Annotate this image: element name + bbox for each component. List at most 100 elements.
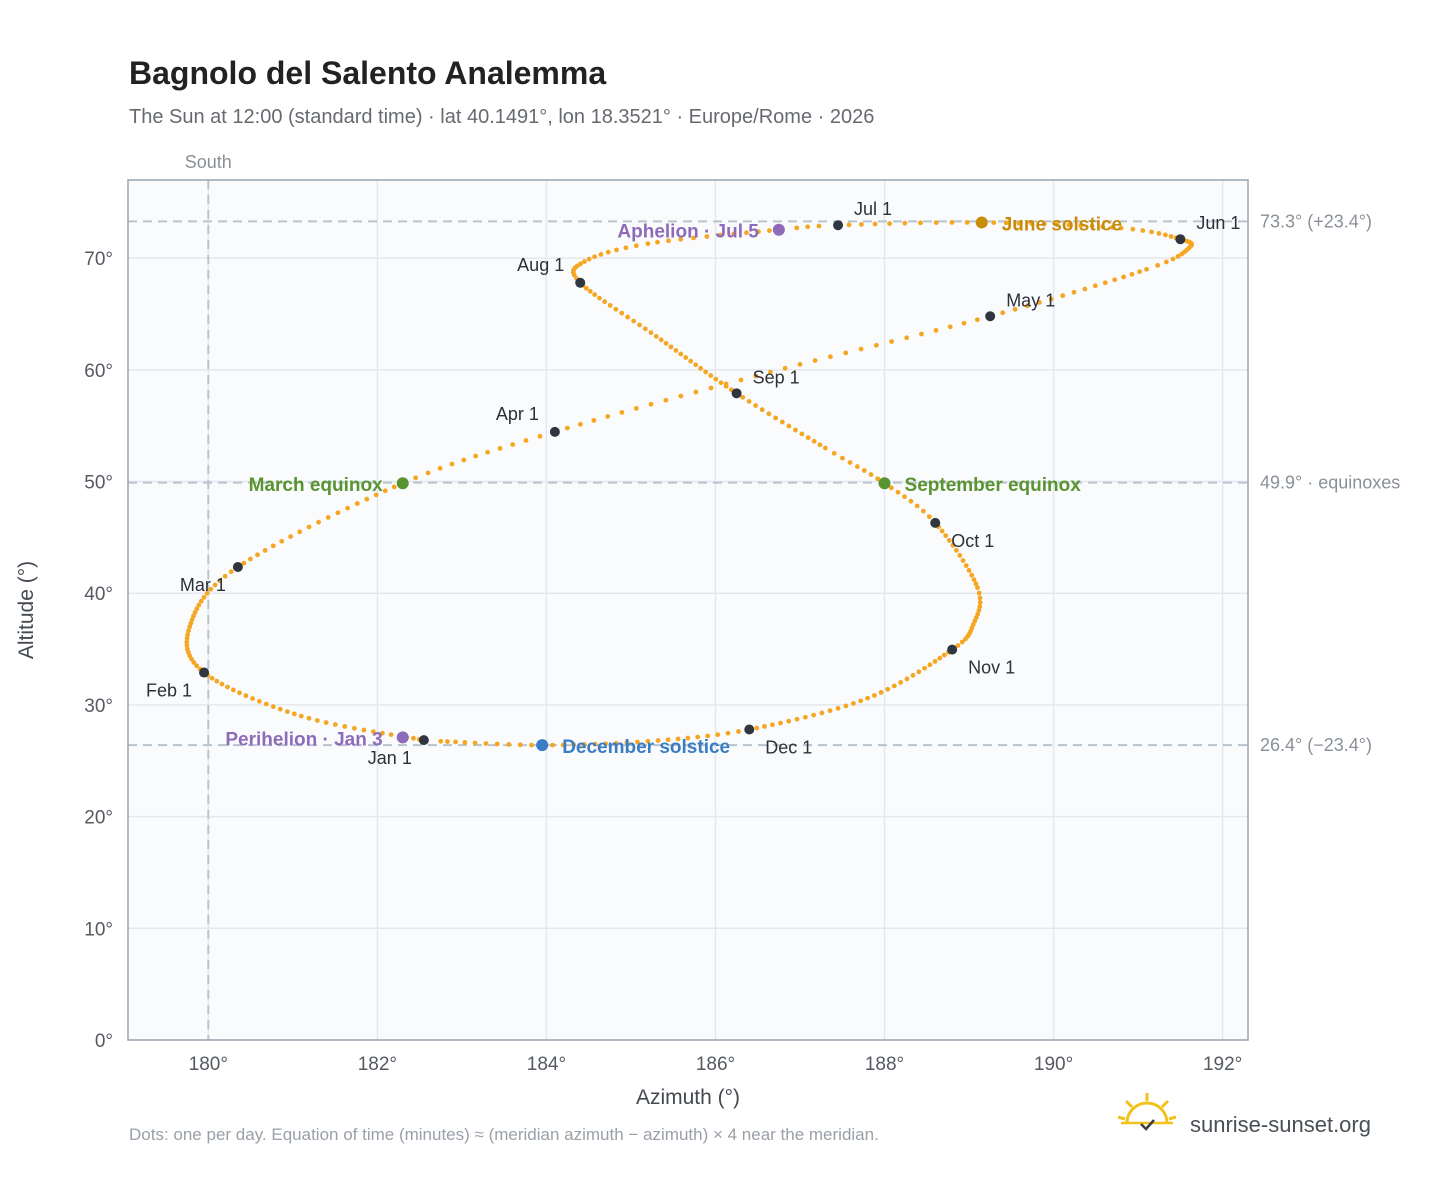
day-dot [793,427,798,433]
day-dot [413,475,419,481]
day-dot [196,602,202,608]
day-dot [517,742,523,748]
day-dot [370,729,376,735]
chart-subtitle: The Sun at 12:00 (standard time) · lat 4… [129,106,874,128]
day-dot [191,660,197,665]
day-dot [438,738,444,744]
day-dot [946,537,952,543]
day-dot [642,326,648,332]
day-dot [918,220,923,226]
event-label: September equinox [905,475,1082,496]
day-dot [854,464,860,469]
day-dot [219,681,225,687]
day-dot [865,695,871,701]
day-dot [843,703,849,709]
day-dot [835,705,841,711]
day-dot [819,710,825,716]
day-dot [922,665,927,671]
day-dot [908,498,914,504]
axis-ticks: 180° 182° 184° 186° 188° 190° 192° 0° 10° 20° 30° 4… [84,249,1242,1075]
day-dot [1102,280,1108,286]
day-dot [868,472,874,477]
day-dot [655,239,660,245]
day-dot [228,569,234,575]
event-marker [878,477,891,490]
day-dot [754,725,760,731]
day-dot [255,552,260,558]
day-dot [297,529,303,535]
day-dot [786,718,792,724]
day-dot [779,419,785,425]
day-dot [1054,221,1060,227]
day-dot [537,433,543,439]
day-dot [811,712,817,718]
day-dot [653,333,659,339]
month-label: May 1 [1006,290,1055,310]
day-dot [773,415,779,421]
day-dot [1000,310,1006,316]
x-tick-label: 182° [358,1054,397,1075]
month-marker [1175,234,1186,245]
day-dot [678,351,684,357]
day-dot [523,438,529,443]
event-marker [772,223,785,236]
day-dot [858,698,864,704]
day-dot [704,234,710,239]
day-dot [462,740,468,745]
day-dot [247,556,253,562]
month-markers: Jan 1 Feb 1 Mar 1 Apr 1 May 1 Jun 1 Jul 1 Aug 1… [146,199,1240,768]
day-dot [185,632,191,637]
day-dot [698,365,704,371]
day-dot [184,635,190,641]
day-dot [927,662,933,668]
day-dot [673,348,679,353]
day-dot [591,417,597,423]
day-dot [335,510,341,516]
day-dot [323,720,329,725]
day-dot [571,272,577,278]
day-dot [425,470,431,476]
day-dot [859,222,864,227]
day-dot [963,563,969,568]
month-marker [549,426,560,437]
day-dot [861,468,867,473]
day-dot [578,421,583,427]
event-label: March equinox [249,475,384,496]
day-dot [624,740,630,746]
day-dot [666,238,671,244]
day-dot [204,590,210,596]
month-marker [418,735,429,746]
day-dot [950,542,956,548]
month-label: Feb 1 [146,681,192,701]
day-dot [1003,220,1009,226]
day-dot [973,581,979,587]
day-dot [351,725,357,731]
day-dot [778,720,783,726]
day-dot [592,254,597,260]
day-dot [966,568,972,573]
footnote: Dots: one per day. Equation of time (min… [129,1125,879,1144]
day-dot [194,606,200,612]
day-dot [184,643,190,648]
day-dot [960,558,966,563]
event-label: Perihelion · Jan 3 [225,729,382,750]
day-dot [1156,231,1162,236]
day-dot [904,335,910,341]
day-dot [411,735,416,741]
day-dot [663,397,669,403]
month-label: Jul 1 [854,199,892,219]
day-dot [933,220,939,226]
day-dot [888,485,894,491]
day-dot [827,354,833,360]
day-dot [920,508,926,514]
day-dot [473,453,479,459]
day-dot [449,461,455,467]
day-dot [241,560,247,566]
day-dot [875,476,881,482]
day-dot [691,235,696,241]
day-dot [198,598,204,604]
day-dot [325,515,331,520]
day-dot [770,722,775,728]
day-dot [262,547,268,553]
day-dot [655,738,661,743]
